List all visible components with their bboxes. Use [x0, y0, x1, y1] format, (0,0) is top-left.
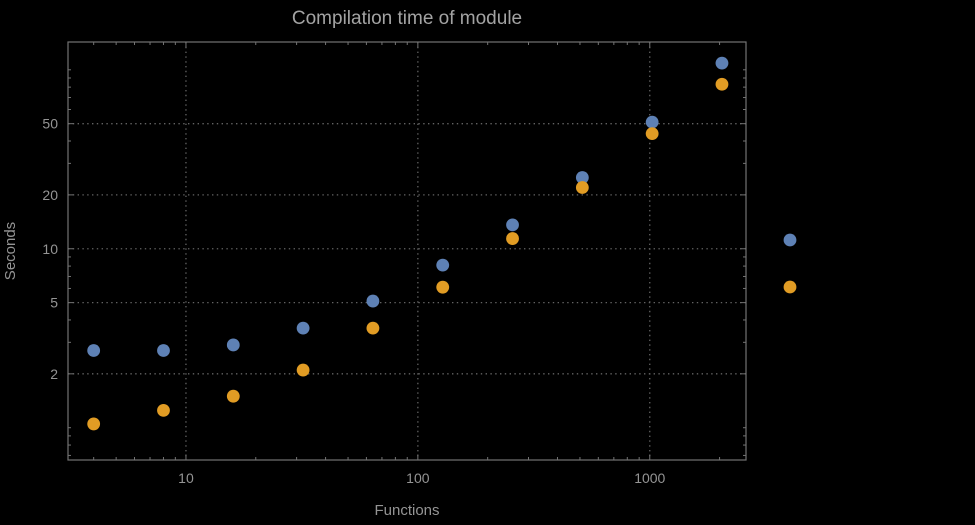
legend-marker	[783, 280, 797, 294]
data-point-series-1-blue	[226, 338, 240, 352]
data-point-series-1-blue	[296, 321, 310, 335]
x-axis-label: Functions	[374, 502, 439, 519]
data-point-series-2-orange	[226, 389, 240, 403]
data-point-series-1-blue	[87, 344, 101, 357]
data-point-series-2-orange	[506, 232, 519, 245]
data-point-series-1-blue	[715, 56, 729, 70]
data-point-series-2-orange	[87, 417, 101, 431]
x-tick-label: 1000	[634, 470, 665, 486]
data-point-series-1-blue	[506, 218, 519, 232]
data-point-series-2-orange	[436, 280, 450, 294]
plot-frame	[67, 41, 747, 461]
data-point-series-2-orange	[296, 363, 310, 377]
x-tick-label: 10	[178, 470, 194, 486]
data-point-series-2-orange	[366, 321, 380, 335]
data-point-series-1-blue	[575, 171, 589, 184]
data-point-series-2-orange	[575, 181, 589, 194]
y-tick-label: 10	[42, 241, 58, 257]
data-point-series-1-blue	[645, 115, 659, 129]
data-point-series-2-orange	[157, 403, 170, 417]
x-tick-label: 100	[406, 470, 430, 486]
legend-marker	[783, 233, 797, 247]
y-tick-label: 20	[42, 187, 58, 203]
plot-area: 10 100 1000 2 5 10 20 50	[42, 41, 797, 486]
y-tick-label: 2	[50, 366, 58, 382]
chart-title: Compilation time of module	[292, 8, 522, 29]
y-tick-label: 50	[42, 116, 58, 132]
data-point-series-1-blue	[436, 258, 450, 272]
y-axis-label: Seconds	[2, 222, 19, 280]
data-point-series-2-orange	[715, 77, 729, 91]
data-point-series-1-blue	[157, 344, 170, 357]
data-point-series-2-orange	[645, 127, 659, 141]
y-tick-label: 5	[50, 295, 58, 311]
data-point-series-1-blue	[366, 294, 380, 308]
